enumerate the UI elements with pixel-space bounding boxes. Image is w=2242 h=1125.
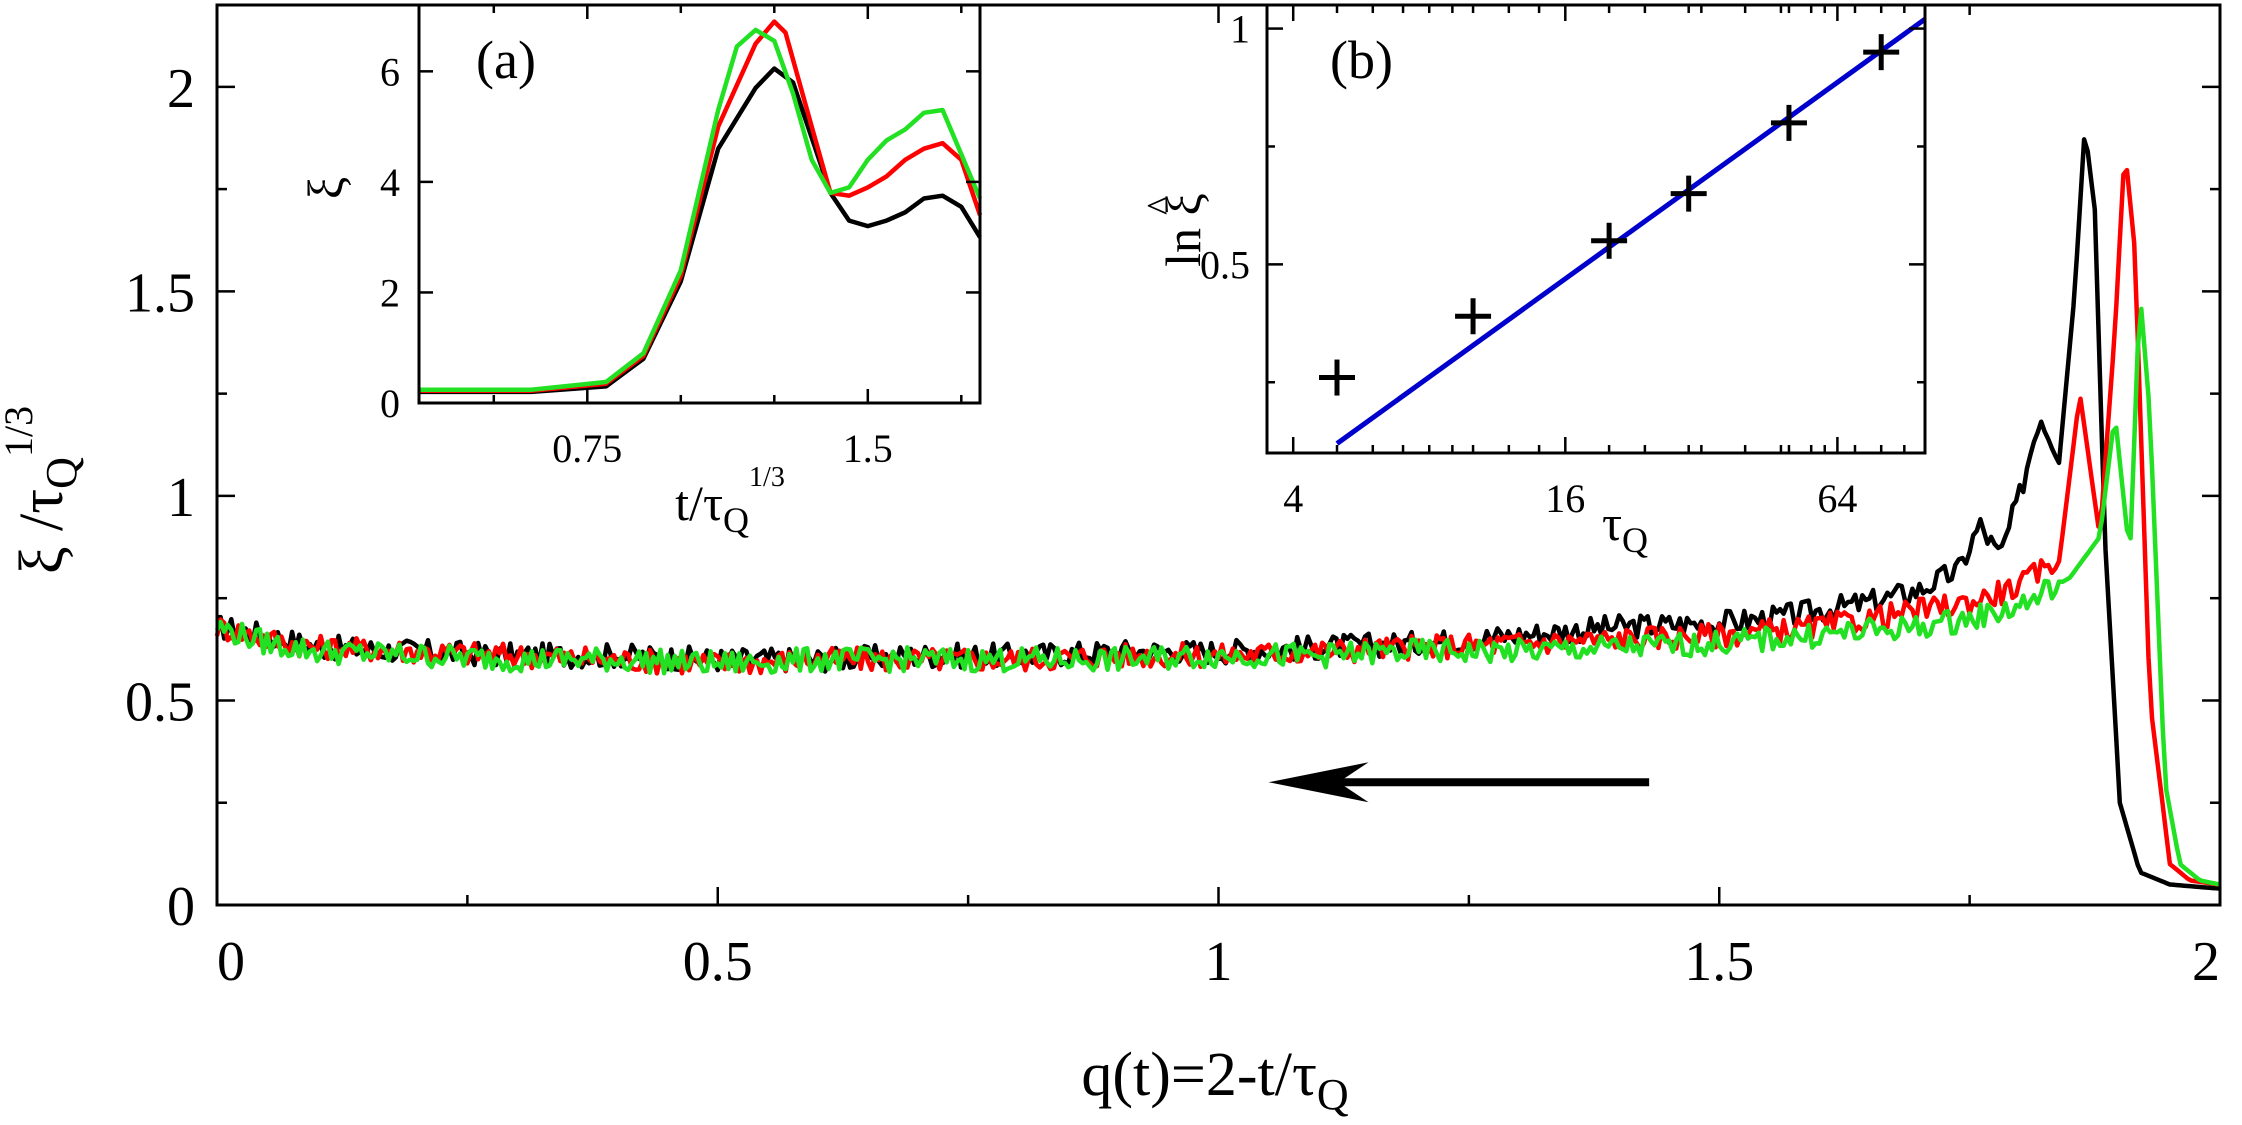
- inset-b-point: [1591, 222, 1628, 259]
- inset-a-series-black: [419, 66, 982, 395]
- inset-a-series-green: [419, 27, 983, 392]
- inset-b-y-tick-label: 0.5: [1200, 242, 1250, 287]
- inset-b-points: [1319, 34, 1900, 396]
- inset-a-x-tick-label: 0.75: [552, 426, 622, 471]
- main-x-tick-label: 0: [217, 931, 245, 993]
- arrow-head: [1268, 762, 1369, 803]
- inset-a-x-axis-title: t/τQ1/3: [675, 462, 785, 540]
- main-curves: [214, 137, 2221, 891]
- inset-b-x-tick-label: 4: [1283, 476, 1303, 521]
- inset-b-y-axis-title: ln ξ^: [1138, 193, 1211, 267]
- inset-b-fit-line: [1335, 17, 1927, 446]
- inset-b: 4 16 64 0.51 (b) τQ ln ξ^: [1138, 3, 1927, 560]
- svg-text:ξ /τQ1/3: ξ /τQ1/3: [0, 406, 86, 574]
- inset-b-x-tick-label: 16: [1545, 476, 1585, 521]
- inset-b-x-tick-label: 64: [1817, 476, 1857, 521]
- main-x-tick-label: 1.5: [1684, 931, 1754, 993]
- inset-b-point: [1770, 104, 1807, 141]
- inset-b-x-axis-title: τQ: [1602, 495, 1648, 560]
- inset-a-y-tick-label: 0: [380, 381, 400, 426]
- inset-a-y-tick-label: 2: [380, 270, 400, 315]
- main-x-axis-title: q(t)=2-t/τQ: [1081, 1041, 1349, 1119]
- inset-b-fit-line-path: [1335, 17, 1927, 446]
- inset-b-point: [1863, 34, 1900, 71]
- inset-a-panel-label: (a): [476, 30, 536, 90]
- main-y-ticks: 0 0.5 1 1.5 2: [125, 58, 2220, 938]
- inset-b-point: [1455, 298, 1492, 335]
- inset-b-y-tick-label: 1: [1230, 7, 1250, 52]
- inset-b-point: [1319, 359, 1356, 396]
- inset-a-y-tick-label: 6: [380, 49, 400, 94]
- inset-a-frame: [417, 3, 982, 405]
- main-y-tick-label: 0: [167, 876, 195, 938]
- main-y-tick-label: 2: [167, 58, 195, 120]
- main-x-tick-label: 2: [2192, 931, 2220, 993]
- inset-a-y-axis-title: ξ: [297, 177, 353, 199]
- inset-a-x-ticks: 0.75 1.5: [492, 5, 963, 471]
- main-y-axis-title: ξ /τQ1/3: [0, 406, 86, 574]
- inset-b-panel-label: (b): [1330, 30, 1393, 90]
- main-series-green: [214, 306, 2221, 887]
- inset-b-frame: [1265, 3, 1927, 455]
- inset-a: 0.75 1.5 0 2 4 6 (a) t/τQ1/3 ξ: [297, 3, 983, 540]
- main-y-tick-label: 0.5: [125, 671, 195, 733]
- inset-b-point: [1670, 175, 1707, 212]
- inset-a-x-tick-label: 1.5: [843, 426, 893, 471]
- main-x-tick-label: 0.5: [683, 931, 753, 993]
- main-x-tick-label: 1: [1205, 931, 1233, 993]
- main-y-tick-label: 1.5: [125, 262, 195, 324]
- inset-a-curves: [419, 19, 983, 395]
- direction-arrow: [1268, 762, 1650, 803]
- main-y-tick-label: 1: [167, 467, 195, 529]
- svg-text:ln ξ^: ln ξ^: [1138, 193, 1211, 267]
- inset-b-background: [1267, 5, 1925, 453]
- inset-a-y-tick-label: 4: [380, 160, 400, 205]
- inset-b-y-ticks: 0.51: [1200, 7, 1925, 384]
- inset-b-x-ticks: 4 16 64: [1283, 5, 1906, 521]
- main-plot: 0 0.5 1 1.5 2 00.511.52 q(t)=2-t/τQ ξ /τQ1/3: [0, 3, 2222, 1119]
- inset-a-y-ticks: 0 2 4 6: [380, 49, 980, 426]
